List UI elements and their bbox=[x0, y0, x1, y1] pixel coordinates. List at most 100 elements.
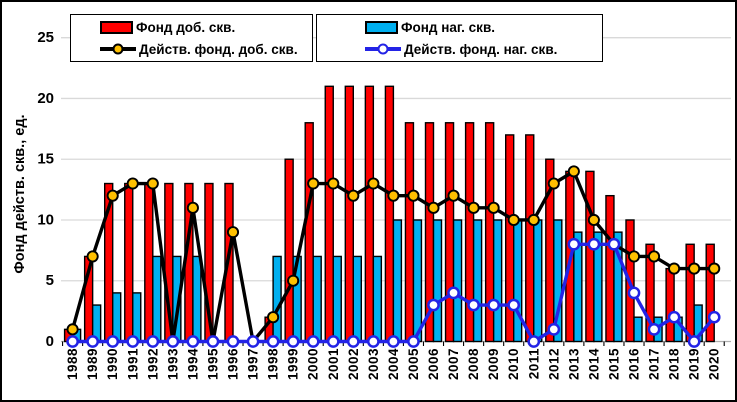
line-marker bbox=[587, 237, 601, 251]
x-tick-label: 1996 bbox=[226, 348, 241, 380]
x-tick-label: 2015 bbox=[606, 348, 621, 380]
x-tick-label: 1993 bbox=[165, 348, 180, 380]
y-tick-label: 20 bbox=[37, 90, 54, 107]
bar-production bbox=[645, 243, 655, 343]
legend-label: Фонд наг. скв. bbox=[401, 19, 495, 35]
bar-injection bbox=[513, 219, 523, 343]
x-tick-label: 2013 bbox=[566, 348, 581, 380]
line-marker bbox=[587, 213, 600, 227]
line-marker bbox=[307, 177, 320, 190]
x-tick-label: 2000 bbox=[306, 348, 321, 380]
line-marker bbox=[186, 335, 200, 348]
bar-production bbox=[304, 122, 314, 343]
line-marker bbox=[387, 335, 400, 348]
bar-injection bbox=[392, 219, 403, 343]
line-marker bbox=[206, 335, 220, 348]
bar-production bbox=[685, 243, 695, 343]
legend-item-active-injection: Действ. фонд. наг. скв. bbox=[365, 39, 602, 59]
bar-injection bbox=[352, 255, 362, 343]
line-marker bbox=[648, 250, 661, 263]
y-tick-label: 0 bbox=[46, 333, 54, 350]
bar-production bbox=[605, 194, 615, 343]
line-marker bbox=[106, 335, 120, 348]
line-marker bbox=[86, 335, 100, 348]
x-tick-label: 1995 bbox=[205, 348, 220, 380]
x-tick-label: 2005 bbox=[406, 348, 421, 380]
x-tick-label: 2003 bbox=[366, 348, 381, 380]
x-tick-label: 1989 bbox=[85, 348, 100, 380]
legend-box-production: Фонд доб. скв. Действ. фонд. доб. скв. bbox=[70, 14, 313, 62]
line-marker bbox=[527, 335, 541, 348]
line-marker bbox=[346, 335, 360, 348]
line-marker bbox=[627, 250, 641, 263]
bar-production bbox=[585, 170, 595, 343]
x-tick-label: 1990 bbox=[105, 348, 120, 380]
line-marker bbox=[327, 177, 340, 190]
line-marker bbox=[708, 262, 721, 275]
line-marker bbox=[126, 177, 139, 190]
bar-injection bbox=[272, 255, 282, 343]
bar-production bbox=[124, 182, 134, 343]
bar-production bbox=[665, 267, 675, 343]
line-marker bbox=[286, 335, 300, 348]
line-marker bbox=[688, 262, 701, 275]
x-tick-label: 2004 bbox=[386, 348, 401, 380]
line-marker bbox=[687, 335, 701, 348]
bar-production bbox=[284, 158, 294, 343]
line-marker bbox=[487, 298, 500, 312]
line-marker bbox=[246, 335, 260, 348]
bar-production bbox=[324, 85, 334, 343]
line-marker bbox=[186, 201, 199, 214]
x-tick-label: 1994 bbox=[185, 348, 200, 380]
bar-injection bbox=[372, 255, 383, 343]
line-marker bbox=[367, 177, 380, 190]
bar-injection bbox=[432, 219, 443, 343]
line-marker bbox=[266, 335, 280, 348]
x-tick-label: 1999 bbox=[286, 348, 301, 380]
line-marker bbox=[647, 322, 661, 336]
y-tick-label: 15 bbox=[37, 151, 54, 168]
x-tick-label: 1991 bbox=[125, 348, 140, 380]
y-axis-title: Фонд действ. скв., ед. bbox=[12, 114, 28, 274]
line-marker bbox=[567, 165, 580, 178]
bar-injection bbox=[132, 292, 142, 343]
line-marker bbox=[86, 250, 99, 263]
x-tick-label: 2012 bbox=[546, 348, 561, 380]
x-tick-label: 2008 bbox=[466, 348, 481, 380]
bar-injection bbox=[412, 219, 423, 343]
bar-production bbox=[364, 85, 375, 343]
legend-box-injection: Фонд наг. скв. Действ. фонд. наг. скв. bbox=[316, 14, 603, 62]
line-marker bbox=[166, 335, 180, 348]
line-marker bbox=[447, 286, 460, 300]
line-marker bbox=[427, 201, 440, 214]
line-marker bbox=[407, 335, 420, 348]
line-marker bbox=[226, 226, 240, 239]
bar-production bbox=[344, 85, 354, 343]
line-marker bbox=[507, 213, 520, 227]
x-tick-label: 1997 bbox=[246, 348, 261, 380]
line-marker bbox=[66, 335, 79, 348]
line-marker bbox=[507, 298, 521, 312]
x-tick-label: 2019 bbox=[687, 348, 702, 380]
bar-production bbox=[525, 134, 535, 343]
bar-injection bbox=[472, 219, 483, 343]
line-marker bbox=[567, 237, 581, 251]
bar-injection bbox=[152, 255, 162, 343]
line-marker bbox=[347, 189, 360, 202]
line-marker bbox=[226, 335, 240, 348]
line-marker bbox=[287, 274, 300, 287]
x-tick-label: 2002 bbox=[346, 348, 361, 380]
bar-injection bbox=[111, 292, 122, 343]
bar-injection bbox=[533, 219, 543, 343]
line-marker bbox=[627, 286, 641, 300]
bar-injection bbox=[593, 231, 603, 343]
y-tick-label: 25 bbox=[37, 29, 54, 46]
line-marker bbox=[267, 311, 280, 324]
line-marker bbox=[447, 189, 460, 202]
bar-injection bbox=[613, 231, 623, 343]
bar-injection bbox=[573, 231, 583, 343]
line-marker bbox=[547, 177, 560, 190]
line-marker bbox=[607, 237, 621, 251]
x-tick-label: 1988 bbox=[65, 348, 80, 380]
